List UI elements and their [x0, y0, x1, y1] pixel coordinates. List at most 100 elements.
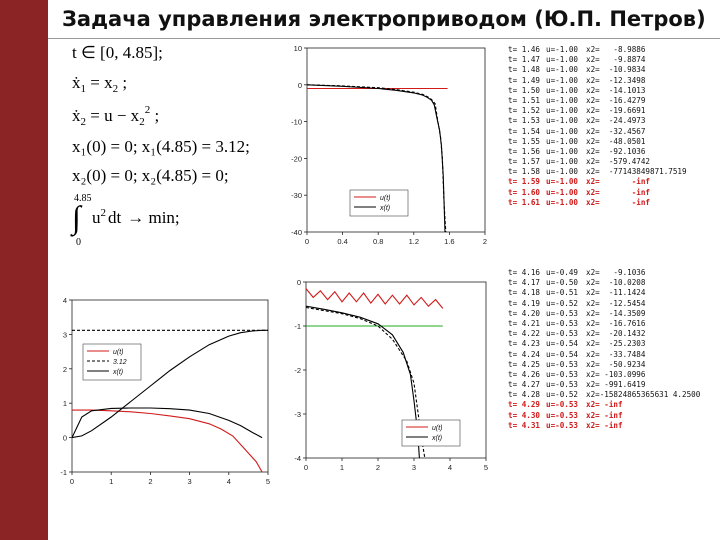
x-tick-label: 4	[227, 477, 231, 486]
log-row: t= 4.24 u=-0.54 x2= -33.7484	[508, 350, 700, 360]
x-tick-label: 1.6	[444, 237, 454, 246]
integral-upper-limit: 4.85	[74, 193, 92, 204]
log-x2: x2= -inf	[586, 187, 651, 197]
log-u: u=-1.00	[546, 55, 579, 65]
log-u: u=-0.53	[546, 329, 579, 339]
log-u: u=-1.00	[546, 106, 579, 116]
log-row: t= 4.18 u=-0.51 x2= -11.1424	[508, 288, 700, 298]
log-u: u=-0.51	[546, 288, 579, 298]
log-t: t= 4.22	[508, 329, 541, 339]
x-tick-label: 1	[340, 463, 344, 472]
x-tick-label: 0	[304, 463, 308, 472]
log-row: t= 4.16 u=-0.49 x2= -9.1036	[508, 268, 700, 278]
log-x2: x2= -14.1013	[586, 85, 646, 95]
x-tick-label: 1.2	[409, 237, 419, 246]
y-tick-label: -2	[294, 366, 301, 375]
log-x2: x2= -11.1424	[586, 288, 646, 298]
log-row: t= 1.60 u=-1.00 x2= -inf	[508, 188, 687, 198]
log-x2: x2= -10.0208	[586, 278, 646, 288]
y-tick-label: -1	[60, 468, 67, 477]
log-u: u=-1.00	[546, 65, 579, 75]
log-t: t= 4.17	[508, 278, 541, 288]
y-tick-label: 0	[297, 278, 301, 287]
title-divider	[48, 38, 720, 39]
log-row: t= 4.25 u=-0.53 x2= -50.9234	[508, 360, 700, 370]
log-x2: x2= -92.1036	[586, 146, 646, 156]
x-tick-label: 0.4	[337, 237, 347, 246]
legend-label: u(t)	[432, 425, 443, 432]
log-u: u=-0.53	[546, 400, 579, 410]
log-row: t= 4.21 u=-0.53 x2= -16.7616	[508, 319, 700, 329]
plot-frame	[71, 299, 269, 473]
series-line-ut	[306, 288, 444, 309]
series-line-x2t	[72, 407, 263, 439]
log-t: t= 1.60	[508, 187, 541, 197]
y-tick-label: -10	[291, 118, 302, 127]
log-u: u=-0.52	[546, 298, 579, 308]
plot-divergence-second: 0-1-2-3-40 1 2 3 4 5u(t)x(t)	[294, 278, 488, 472]
log-x2: x2= -16.4279	[586, 95, 646, 105]
y-tick-label: 0	[298, 81, 302, 90]
log-u: u=-1.00	[546, 146, 579, 156]
legend-label: u(t)	[380, 195, 391, 202]
log-x2: x2= -inf	[586, 420, 623, 430]
log-u: u=-0.53	[546, 369, 579, 379]
formula-integrand: u2 dt → min;	[92, 207, 180, 227]
log-t: t= 1.47	[508, 55, 541, 65]
legend-label: u(t)	[113, 349, 124, 356]
formula-x1-dot: ẋ1 = x2 ;	[72, 73, 127, 95]
log-t: t= 4.25	[508, 359, 541, 369]
log-t: t= 4.21	[508, 318, 541, 328]
log-x2: x2= -9.8874	[586, 55, 646, 65]
y-tick-label: -3	[294, 410, 301, 419]
formula-interval: t ∈ [0, 4.85];	[72, 43, 163, 62]
log-x2: x2= -inf	[586, 400, 623, 410]
log-t: t= 4.27	[508, 380, 541, 390]
legend-box	[349, 189, 409, 217]
log-t: t= 1.51	[508, 95, 541, 105]
log-u: u=-0.53	[546, 318, 579, 328]
x-tick-label: 2	[376, 463, 380, 472]
log-t: t= 1.50	[508, 85, 541, 95]
log-x2: x2= -25.2303	[586, 339, 646, 349]
formula-x2-dot: ẋ2 = u − x22 ;	[72, 104, 159, 128]
log-x2: x2= -14.3509	[586, 308, 646, 318]
log-row: t= 4.31 u=-0.53 x2= -inf	[508, 421, 700, 431]
log-u: u=-0.54	[546, 349, 579, 359]
log-u: u=-1.00	[546, 116, 579, 126]
log-t: t= 4.29	[508, 400, 541, 410]
log-x2: x2= -9.1036	[586, 268, 646, 277]
log-row: t= 1.57 u=-1.00 x2= -579.4742	[508, 157, 687, 167]
log-x2: x2= -103.0996	[586, 369, 646, 379]
log-t: t= 4.26	[508, 369, 541, 379]
series-line-xt	[306, 305, 420, 458]
log-t: t= 1.57	[508, 157, 541, 167]
log-row: t= 4.19 u=-0.52 x2= -12.5454	[508, 299, 700, 309]
log-row: t= 1.53 u=-1.00 x2= -24.4973	[508, 116, 687, 126]
legend-label: 3.12	[113, 359, 127, 366]
x-tick-label: 0	[305, 237, 309, 246]
legend-label: x(t)	[379, 205, 390, 212]
x-tick-label: 3	[412, 463, 416, 472]
log-u: u=-0.54	[546, 339, 579, 349]
y-tick-label: 10	[294, 44, 302, 53]
page-title: Задача управления электроприводом (Ю.П. …	[62, 7, 706, 31]
integral-sign: ∫	[70, 199, 83, 237]
x-tick-label: 3	[188, 477, 192, 486]
log-x2: x2= -50.9234	[586, 359, 646, 369]
y-tick-label: -40	[291, 228, 302, 237]
log-row: t= 1.46 u=-1.00 x2= -8.9886	[508, 45, 687, 55]
log-t: t= 4.16	[508, 268, 541, 277]
log-row: t= 4.17 u=-0.50 x2= -10.0208	[508, 278, 700, 288]
legend-box	[401, 419, 461, 447]
log-x2: x2= -33.7484	[586, 349, 646, 359]
log-t: t= 4.30	[508, 410, 541, 420]
log-t: t= 1.54	[508, 126, 541, 136]
log-t: t= 1.55	[508, 136, 541, 146]
log-row: t= 1.54 u=-1.00 x2= -32.4567	[508, 127, 687, 137]
log-u: u=-0.53	[546, 410, 579, 420]
y-tick-label: -1	[294, 322, 301, 331]
log-t: t= 1.49	[508, 75, 541, 85]
x-tick-label: 5	[484, 463, 488, 472]
log-x2: x2= -24.4973	[586, 116, 646, 126]
